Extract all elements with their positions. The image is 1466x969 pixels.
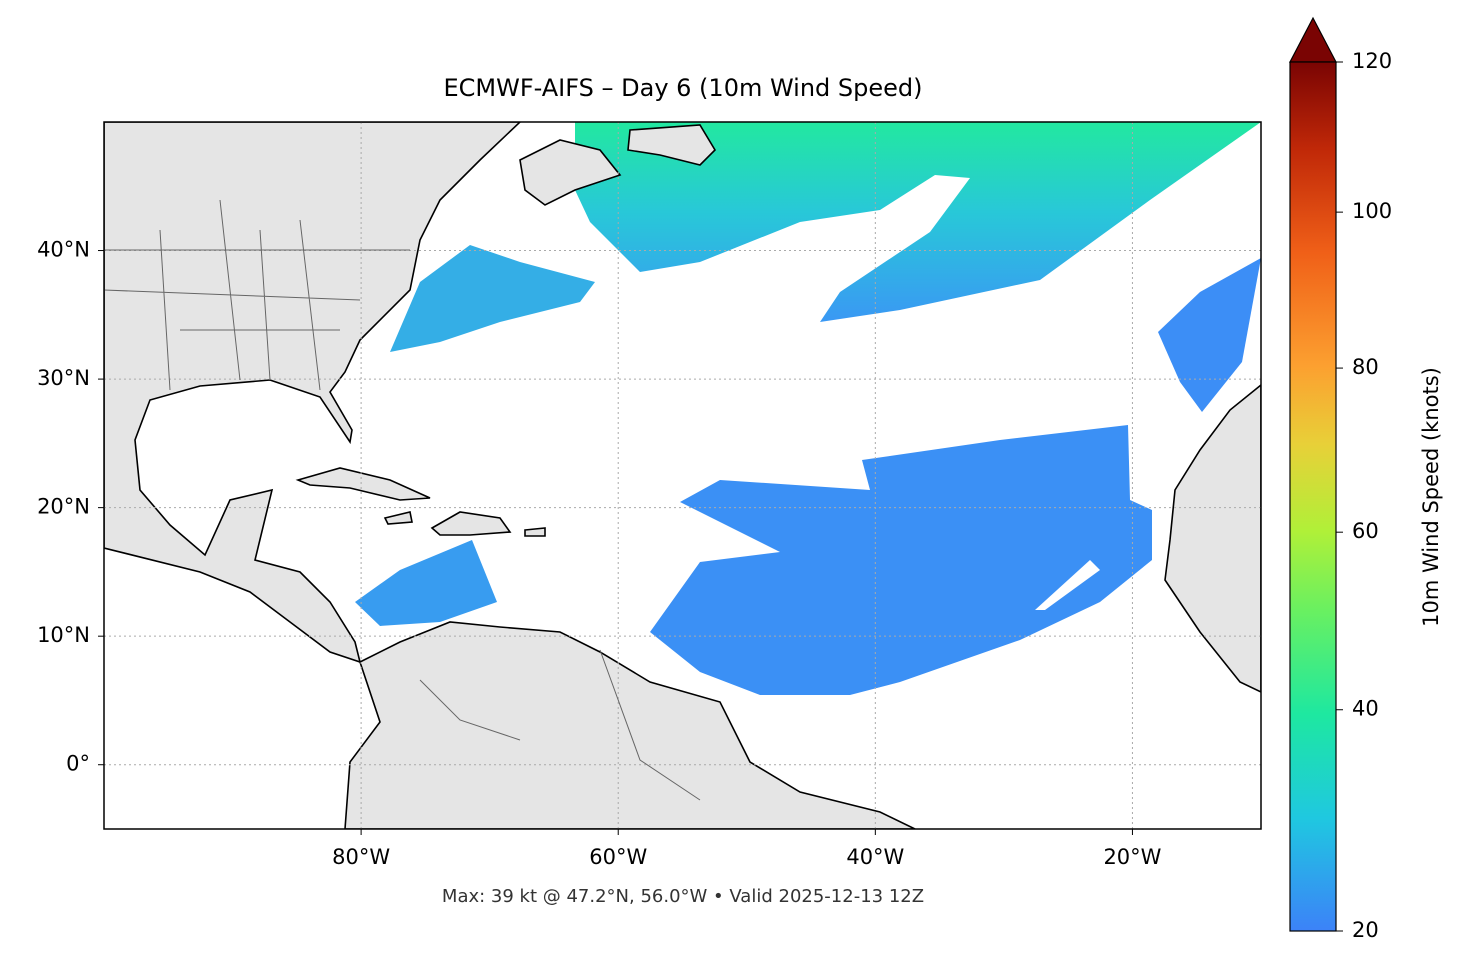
land — [104, 122, 522, 664]
land — [1164, 383, 1261, 693]
colorbar-tick-label: 80 — [1352, 355, 1379, 379]
colorbar-tick-label: 60 — [1352, 519, 1379, 543]
y-tick-label: 0° — [66, 752, 90, 776]
wind-field — [355, 540, 497, 626]
x-tick-label: 20°W — [1103, 845, 1161, 869]
colorbar-label: 10m Wind Speed (knots) — [1419, 367, 1443, 627]
land — [627, 124, 717, 166]
land — [519, 139, 622, 206]
calm-area — [1035, 560, 1100, 610]
x-tick-label: 60°W — [589, 845, 647, 869]
y-tick-label: 20°N — [37, 495, 90, 519]
wind-field — [650, 425, 1152, 695]
colorbar-tick-label: 100 — [1352, 199, 1392, 223]
border — [104, 199, 701, 801]
y-tick-label: 30°N — [37, 366, 90, 390]
wind-field — [390, 245, 595, 352]
colorbar-tick-label: 40 — [1352, 697, 1379, 721]
colorbar-tick-label: 120 — [1352, 49, 1392, 73]
colorbar-tick-label: 20 — [1352, 918, 1379, 942]
y-tick-label: 10°N — [37, 623, 90, 647]
land — [344, 621, 916, 829]
wind-field — [1158, 258, 1261, 412]
land — [430, 511, 512, 536]
land — [383, 511, 413, 525]
map-frame — [103, 121, 1262, 830]
land — [524, 527, 546, 537]
x-tick-label: 40°W — [846, 845, 904, 869]
colorbar — [1289, 61, 1337, 932]
map — [104, 122, 1261, 829]
x-tick-label: 80°W — [332, 845, 390, 869]
land — [295, 467, 431, 501]
y-tick-label: 40°N — [37, 238, 90, 262]
chart-title: ECMWF-AIFS – Day 6 (10m Wind Speed) — [443, 74, 922, 102]
colorbar-extend — [1289, 16, 1337, 63]
footer: Max: 39 kt @ 47.2°N, 56.0°W • Valid 2025… — [442, 886, 924, 907]
wind-field — [575, 122, 1261, 322]
